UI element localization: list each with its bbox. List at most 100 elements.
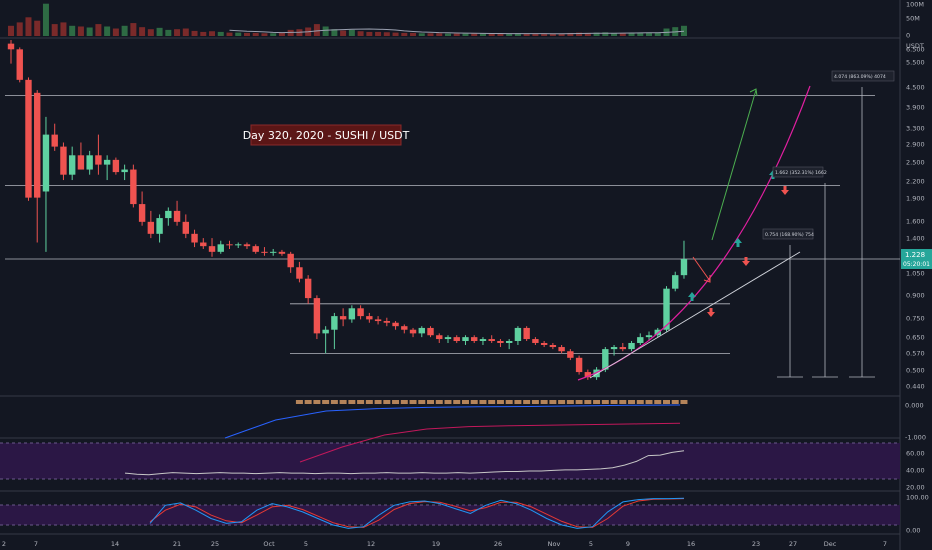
candle-body <box>243 244 251 247</box>
volume-bar <box>69 25 76 36</box>
volume-bar <box>200 31 207 36</box>
candle-body <box>173 210 181 222</box>
macd-histogram-bar <box>400 400 408 404</box>
time-tick-label: 19 <box>432 540 440 548</box>
candle-body <box>165 210 172 219</box>
candle-body <box>278 251 286 254</box>
time-tick-label: 25 <box>211 540 219 548</box>
price-tick-label: 0.440 <box>906 383 925 391</box>
macd-histogram-bar <box>392 400 400 404</box>
macd-histogram-bar <box>566 400 574 404</box>
volume-bar <box>322 26 329 36</box>
macd-histogram-bar <box>540 400 548 404</box>
macd-histogram-bar <box>549 400 557 404</box>
volume-tick-label: 0 <box>906 32 910 40</box>
time-tick-label: 7 <box>883 540 887 548</box>
volume-bar <box>418 33 425 36</box>
macd-tick-label: 0.000 <box>905 402 924 410</box>
volume-bar <box>453 33 460 36</box>
rsi-pane <box>124 450 685 476</box>
candle-body <box>584 372 592 378</box>
volume-bar <box>646 32 653 36</box>
candle-body <box>418 327 425 334</box>
volume-bar <box>147 29 154 36</box>
volume-bar <box>584 32 591 36</box>
trend-line <box>589 251 801 379</box>
candle-body <box>86 155 93 170</box>
macd-histogram-bar <box>488 400 496 404</box>
volume-bar <box>25 17 32 36</box>
volume-bar <box>42 3 49 36</box>
macd-histogram-bar <box>645 400 653 404</box>
macd-histogram-bar <box>575 400 583 404</box>
stoch-tick-label: 0.00 <box>906 527 920 535</box>
measure-label: 1.662 (352.31%) 1662 <box>775 170 827 176</box>
candle-body <box>217 244 224 252</box>
macd-histogram-bar <box>365 400 373 404</box>
volume-bar <box>252 32 259 36</box>
volume-bar <box>471 33 478 36</box>
macd-histogram-bar <box>601 400 609 404</box>
volume-bar <box>436 33 443 36</box>
volume-bar <box>226 32 233 36</box>
macd-histogram-bar <box>610 400 618 404</box>
volume-bar <box>427 33 434 36</box>
candle-body <box>602 349 609 370</box>
candle-body <box>235 244 242 246</box>
candle-body <box>366 316 373 320</box>
volume-bar <box>165 29 172 36</box>
time-tick-label: Nov <box>548 540 561 548</box>
macd-histogram-bar <box>330 400 338 404</box>
price-unit: USDT <box>906 42 924 50</box>
chart-title: Day 320, 2020 - SUSHI / USDT <box>243 129 410 142</box>
macd-histogram-bar <box>593 400 601 404</box>
macd-histogram-bar <box>339 400 347 404</box>
volume-bar <box>549 33 556 36</box>
macd-histogram-bar <box>654 400 662 404</box>
candle-body <box>25 79 32 198</box>
candle-body <box>287 253 294 268</box>
volume-bar <box>130 23 137 36</box>
candle-body <box>103 159 111 165</box>
volume-bar <box>445 33 451 36</box>
volume-bar <box>401 32 408 36</box>
stoch-tick-label: 100.00 <box>906 494 929 502</box>
volume-bars <box>8 3 687 36</box>
volume-bar <box>209 31 216 36</box>
candle-body <box>540 342 548 345</box>
macd-pane <box>224 400 688 463</box>
candle-body <box>77 155 85 170</box>
time-tick-label: 23 <box>752 540 760 548</box>
macd-histogram-bar <box>680 400 688 404</box>
measure-label: 4.074 (863.09%) 4074 <box>834 74 886 80</box>
volume-bar <box>156 27 163 36</box>
candle-body <box>313 298 321 334</box>
candle-body <box>645 335 653 338</box>
candle-body <box>357 308 364 317</box>
measure-label-box <box>772 166 824 178</box>
volume-bar <box>410 32 417 36</box>
volume-tick-label: 50M <box>906 15 920 23</box>
candle-body <box>610 347 618 350</box>
last-price: 1.228 <box>905 251 925 259</box>
time-tick-label: 2 <box>2 540 6 548</box>
time-tick-label: 26 <box>494 540 502 548</box>
volume-bar <box>243 32 250 36</box>
time-tick-label: 16 <box>687 540 695 548</box>
rsi-tick-label: 20.00 <box>906 484 925 492</box>
volume-bar <box>331 29 338 36</box>
candle-body <box>208 246 216 252</box>
candle-body <box>296 267 303 279</box>
measure-label-box <box>762 228 814 240</box>
candle-body <box>191 233 198 243</box>
volume-bar <box>628 32 635 36</box>
price-tick-label: 3.300 <box>906 125 925 133</box>
price-tick-label: 2.200 <box>906 178 925 186</box>
volume-bar <box>235 32 242 36</box>
candle-body <box>121 169 128 173</box>
macd-histogram-bar <box>374 400 382 404</box>
candle-body <box>567 351 574 358</box>
down-arrow-marker <box>707 308 715 317</box>
volume-bar <box>340 30 347 36</box>
